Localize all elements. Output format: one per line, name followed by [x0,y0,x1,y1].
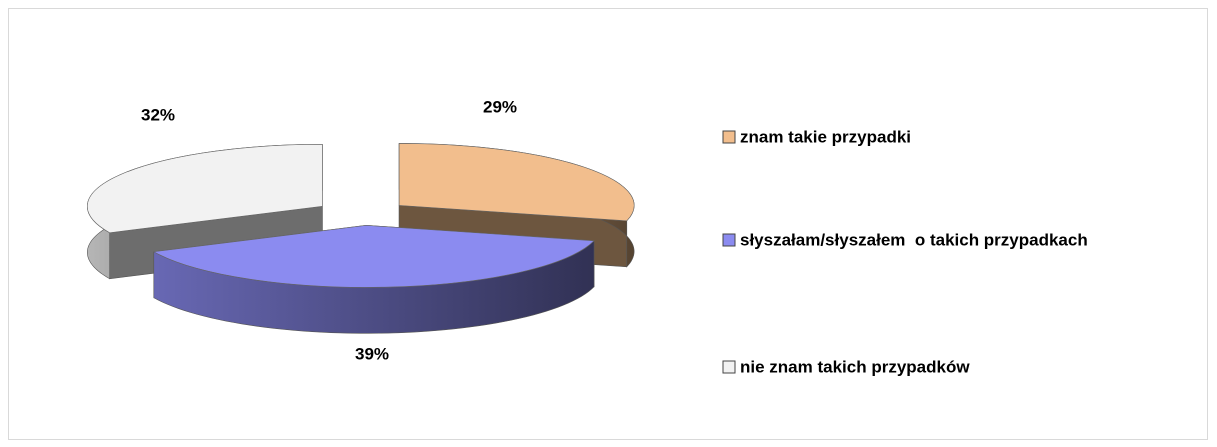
legend-label: nie znam takich przypadków [740,357,970,376]
data-label: 29% [483,97,517,116]
legend-label: znam takie przypadki [740,127,911,146]
legend-swatch [722,130,736,144]
legend-swatch [722,360,736,374]
slice [152,225,595,334]
data-label: 32% [141,105,175,124]
data-label: 39% [355,344,389,363]
slice [87,144,323,234]
slice [152,225,595,288]
slice [398,143,635,222]
legend-label: słyszałam/słyszałem o takich przypadkach [740,230,1088,249]
legend-swatch [722,233,736,247]
